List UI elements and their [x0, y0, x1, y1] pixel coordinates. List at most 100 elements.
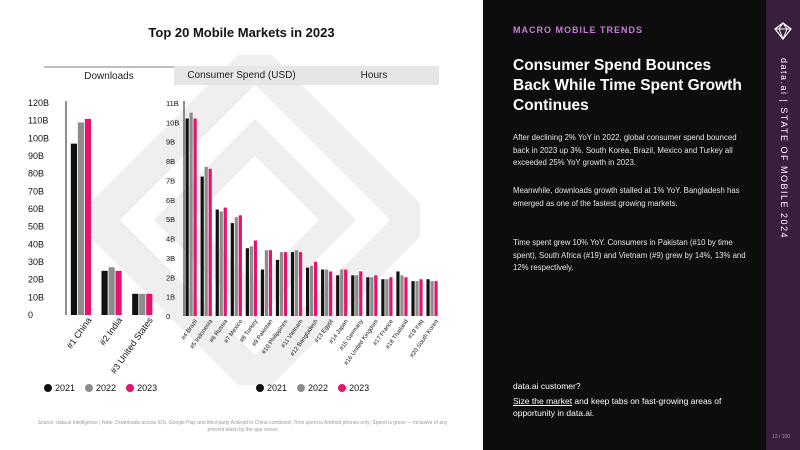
- chart-title: Top 20 Mobile Markets in 2023: [148, 25, 335, 40]
- bar-2022: [234, 217, 238, 316]
- y-tick-label: 8B: [166, 157, 175, 166]
- bar-2023: [314, 261, 318, 316]
- y-tick-label: 30B: [28, 257, 44, 267]
- bar-2022: [430, 281, 434, 316]
- text-panel: MACRO MOBILE TRENDS Consumer Spend Bounc…: [483, 0, 766, 450]
- bar-2021: [381, 279, 385, 316]
- bar-2023: [238, 215, 242, 316]
- bar-2022: [139, 293, 146, 315]
- bar-2023: [404, 277, 408, 316]
- source-note: Source: data.ai Intelligence | Note: Dow…: [37, 420, 448, 433]
- bar-2023: [268, 250, 273, 316]
- legend-label: 2023: [137, 383, 158, 393]
- legend-label: 2021: [267, 383, 288, 393]
- y-tick-label: 6B: [166, 196, 175, 205]
- cta-text: Size the market and keep tabs on fast-gr…: [513, 395, 753, 419]
- bar-2023: [193, 118, 197, 316]
- bar-2021: [366, 277, 370, 316]
- bar-2022: [325, 269, 329, 316]
- bar-2021: [321, 269, 325, 316]
- cta-rest: and keep tabs on fast-growing areas of o…: [513, 396, 722, 418]
- bar-2021: [275, 259, 280, 316]
- bar-2021: [336, 275, 340, 316]
- bar-2021: [70, 143, 78, 315]
- bar-2021: [215, 209, 219, 316]
- bar-2023: [208, 168, 212, 316]
- bar-2021: [200, 176, 204, 316]
- bar-2022: [204, 166, 208, 316]
- category-label: #20 South Korea: [409, 318, 440, 359]
- paragraph-time-spent: Time spent grew 10% YoY. Consumers in Pa…: [513, 238, 746, 272]
- y-tick-label: 3B: [166, 254, 175, 263]
- bar-2023: [115, 270, 122, 315]
- legend-item-2021: 2021: [256, 383, 287, 393]
- paragraph-downloads: Meanwhile, downloads growth stalled at 1…: [513, 186, 740, 208]
- y-tick-label: 40B: [28, 239, 44, 249]
- y-tick-label: 10B: [28, 292, 44, 302]
- tab-consumer-spend[interactable]: Consumer Spend (USD): [174, 66, 309, 85]
- legend-left: 2021 2022 2023: [44, 383, 163, 393]
- legend-right: 2021 2022 2023: [256, 383, 375, 393]
- legend-label: 2023: [349, 383, 370, 393]
- bar-2021: [101, 270, 108, 315]
- category-label: #1 China: [65, 315, 94, 350]
- legend-swatch: [338, 384, 347, 392]
- y-tick-label: 80B: [28, 169, 44, 179]
- chart-panel: Top 20 Mobile Markets in 2023 Downloads …: [28, 25, 448, 433]
- y-tick-label: 50B: [28, 222, 44, 232]
- bar-2023: [298, 252, 303, 316]
- brand-strip: data.ai | STATE OF MOBILE 2024: [766, 0, 800, 450]
- section-kicker: MACRO MOBILE TRENDS: [513, 25, 643, 35]
- headline: Consumer Spend Bounces Back While Time S…: [513, 57, 742, 114]
- y-tick-label: 90B: [28, 151, 44, 161]
- bar-2022: [264, 250, 269, 316]
- bar-2021: [260, 269, 265, 316]
- bar-2022: [108, 267, 115, 315]
- bar-2021: [351, 275, 355, 316]
- bar-2023: [434, 281, 438, 316]
- y-tick-label: 120B: [28, 98, 49, 108]
- legend-label: 2021: [55, 383, 76, 393]
- bar-2021: [185, 118, 189, 316]
- bar-2023: [283, 252, 288, 316]
- y-tick-label: 0: [166, 312, 170, 321]
- y-tick-label: 2B: [166, 273, 175, 282]
- size-market-link[interactable]: Size the market: [513, 396, 573, 406]
- legend-swatch: [297, 384, 306, 392]
- legend-swatch: [126, 384, 135, 392]
- tab-hours[interactable]: Hours: [309, 66, 439, 85]
- bar-2022: [219, 211, 223, 316]
- bar-2022: [370, 277, 374, 316]
- bar-2023: [84, 118, 92, 316]
- bar-2021: [245, 248, 249, 316]
- legend-swatch: [44, 384, 52, 392]
- legend-item-2021: 2021: [44, 383, 75, 393]
- bar-2022: [355, 275, 359, 316]
- bar-2022: [400, 275, 404, 316]
- bar-2022: [249, 246, 253, 316]
- legend-item-2022: 2022: [297, 383, 328, 393]
- y-tick-label: 60B: [28, 204, 44, 214]
- bar-2023: [374, 275, 378, 316]
- bar-2023: [419, 279, 423, 316]
- y-tick-label: 70B: [28, 186, 44, 196]
- bar-2022: [415, 281, 419, 316]
- y-tick-label: 100B: [28, 133, 49, 143]
- bar-2022: [385, 279, 389, 316]
- y-tick-label: 10B: [166, 118, 179, 127]
- bar-2023: [389, 277, 393, 316]
- cta-question: data.ai customer?: [513, 381, 581, 391]
- paragraph-spend: After declining 2% YoY in 2022, global c…: [513, 133, 737, 167]
- bar-2021: [290, 252, 295, 316]
- bar-2023: [223, 207, 227, 316]
- bar-2023: [253, 240, 257, 316]
- legend-label: 2022: [308, 383, 329, 393]
- y-tick-label: 4B: [166, 235, 175, 244]
- y-tick-label: 11B: [166, 99, 179, 108]
- tab-downloads[interactable]: Downloads: [44, 66, 174, 85]
- bar-2023: [359, 271, 363, 316]
- legend-item-2022: 2022: [85, 383, 116, 393]
- bar-2021: [426, 279, 430, 316]
- bar-2022: [294, 250, 299, 316]
- bar-2021: [132, 293, 139, 315]
